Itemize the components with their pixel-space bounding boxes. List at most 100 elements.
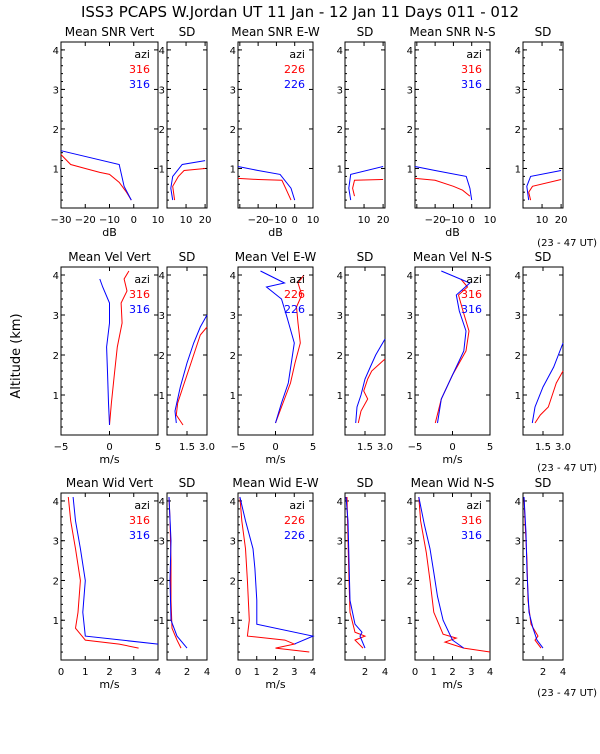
- x-axis-label: m/s: [265, 453, 285, 466]
- x-tick-label: 3: [291, 667, 297, 678]
- y-tick-label: 3: [515, 85, 521, 96]
- y-tick-label: 1: [53, 164, 59, 175]
- panel-frame: [344, 492, 386, 661]
- legend-entry: 226: [284, 303, 305, 316]
- legend-entry: 316: [461, 288, 482, 301]
- legend-heading: azi: [466, 48, 482, 61]
- legend-heading: azi: [134, 273, 150, 286]
- x-tick-label: 0: [412, 667, 418, 678]
- y-tick-label: 4: [230, 271, 236, 282]
- x-tick-label: 1: [431, 667, 437, 678]
- y-tick-label: 3: [159, 85, 165, 96]
- legend-heading: azi: [289, 273, 305, 286]
- y-tick-label: 1: [407, 164, 413, 175]
- x-tick-label: 4: [382, 667, 388, 678]
- y-tick-label: 1: [230, 164, 236, 175]
- panel-title: Mean SNR Vert: [65, 25, 155, 39]
- y-tick-label: 4: [53, 497, 59, 508]
- y-tick-label: 1: [230, 616, 236, 627]
- series-line-blue: [60, 150, 132, 201]
- x-tick-label: 20: [377, 215, 390, 226]
- panel-frame: [237, 41, 314, 209]
- y-tick-label: 1: [515, 616, 521, 627]
- y-tick-label: 2: [515, 125, 521, 136]
- panel-title: SD: [357, 250, 374, 264]
- y-tick-label: 2: [159, 351, 165, 362]
- y-tick-label: 4: [407, 271, 413, 282]
- x-tick-label: 10: [358, 215, 371, 226]
- y-tick-label: 3: [515, 537, 521, 548]
- panel-18: SD 1 2 3 4 2 4: [515, 476, 567, 678]
- y-tick-label: 4: [515, 46, 521, 57]
- x-axis-label: m/s: [99, 678, 119, 691]
- x-tick-label: 4: [204, 667, 210, 678]
- legend-entry: 226: [284, 288, 305, 301]
- series-line-blue: [99, 278, 110, 426]
- legend-entry: 226: [284, 63, 305, 76]
- x-axis-label: m/s: [265, 678, 285, 691]
- series-line-red: [60, 154, 132, 201]
- x-tick-label: 2: [184, 667, 190, 678]
- y-tick-label: 3: [407, 85, 413, 96]
- y-tick-label: 2: [337, 576, 343, 587]
- legend-entry: 316: [461, 63, 482, 76]
- legend-heading: azi: [466, 499, 482, 512]
- x-tick-label: 3.0: [199, 442, 215, 453]
- series-line-blue: [168, 496, 188, 649]
- panel-title: SD: [179, 25, 196, 39]
- y-tick-label: 4: [407, 46, 413, 57]
- y-tick-label: 1: [159, 616, 165, 627]
- x-tick-label: 4: [560, 667, 566, 678]
- panel-2: SD 1 2 3 4 10 20: [159, 25, 212, 226]
- y-tick-label: 4: [159, 46, 165, 57]
- time-note-row-2: (23 - 47 UT): [537, 463, 597, 474]
- y-tick-label: 2: [515, 576, 521, 587]
- y-tick-label: 1: [337, 391, 343, 402]
- legend-entry: 316: [461, 78, 482, 91]
- y-tick-label: 3: [337, 85, 343, 96]
- legend-heading: azi: [289, 499, 305, 512]
- x-tick-label: −20: [248, 215, 269, 226]
- y-tick-label: 2: [337, 125, 343, 136]
- y-tick-label: 3: [53, 537, 59, 548]
- panel-7: Mean Vel Vert 1 2 3 4 −5 0 5 m/s azi 316 316: [53, 250, 162, 466]
- time-note-row-1: (23 - 47 UT): [537, 238, 597, 249]
- series-line-blue: [260, 270, 295, 424]
- panel-8: SD 1 2 3 4 1.5 3.0: [159, 250, 215, 453]
- series-line-red: [357, 358, 386, 424]
- series-line-red: [418, 496, 491, 653]
- y-tick-label: 2: [230, 125, 236, 136]
- series-line-red: [175, 326, 208, 426]
- legend-entry: 316: [129, 63, 150, 76]
- y-tick-label: 3: [159, 537, 165, 548]
- series-line-blue: [523, 496, 544, 649]
- x-tick-label: 3: [468, 667, 474, 678]
- y-tick-label: 1: [337, 164, 343, 175]
- y-tick-label: 2: [337, 351, 343, 362]
- y-tick-label: 4: [515, 271, 521, 282]
- panel-15: Mean Wid E-W 1 2 3 4 0 1 2 3 4 m/s azi 226 226: [230, 476, 319, 691]
- panel-title: SD: [357, 25, 374, 39]
- y-tick-label: 1: [515, 164, 521, 175]
- y-tick-label: 4: [337, 46, 343, 57]
- panel-9: Mean Vel E-W 1 2 3 4 −5 0 5 m/s azi 226 226: [230, 250, 317, 466]
- panel-13: Mean Wid Vert 1 2 3 4 0 1 2 3 4 m/s azi 316 316: [53, 476, 162, 691]
- figure-title: ISS3 PCAPS W.Jordan UT 11 Jan - 12 Jan 1…: [81, 3, 519, 21]
- panel-title: SD: [535, 250, 552, 264]
- legend-entry: 316: [461, 529, 482, 542]
- y-tick-label: 4: [230, 46, 236, 57]
- legend-entry: 316: [129, 303, 150, 316]
- x-tick-label: 10: [484, 215, 497, 226]
- y-tick-label: 1: [159, 164, 165, 175]
- x-tick-label: 2: [106, 667, 112, 678]
- x-tick-label: −5: [408, 442, 423, 453]
- series-line-blue: [72, 496, 159, 645]
- panel-6: SD 1 2 3 4 10 20: [515, 25, 568, 226]
- series-line-red: [528, 179, 562, 201]
- y-tick-label: 3: [159, 311, 165, 322]
- panel-frame: [166, 266, 208, 436]
- x-tick-label: 10: [536, 215, 549, 226]
- x-tick-label: −20: [75, 215, 96, 226]
- y-tick-label: 2: [53, 576, 59, 587]
